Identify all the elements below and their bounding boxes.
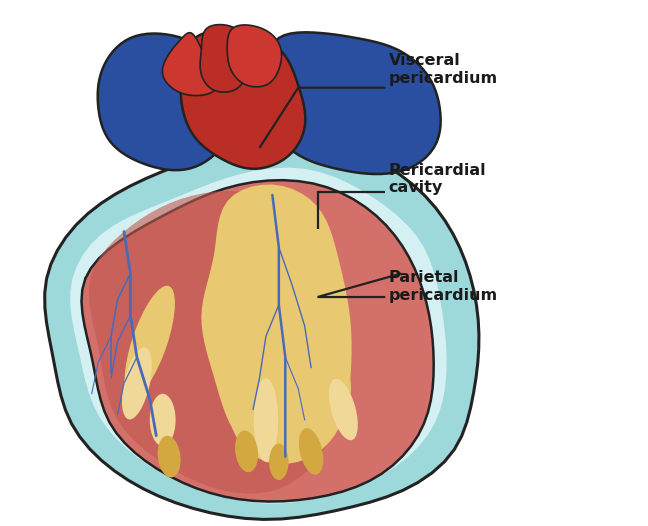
Text: Parietal
pericardium: Parietal pericardium <box>389 270 498 303</box>
Ellipse shape <box>124 286 175 397</box>
Polygon shape <box>264 32 441 174</box>
Ellipse shape <box>122 347 152 419</box>
Ellipse shape <box>275 347 308 440</box>
Ellipse shape <box>253 378 278 462</box>
Ellipse shape <box>157 436 181 478</box>
Polygon shape <box>82 180 434 501</box>
Ellipse shape <box>269 443 288 480</box>
Polygon shape <box>98 34 234 170</box>
Polygon shape <box>89 191 347 493</box>
Ellipse shape <box>329 379 358 440</box>
Text: Pericardial
cavity: Pericardial cavity <box>389 163 486 196</box>
Ellipse shape <box>235 430 258 472</box>
Ellipse shape <box>150 394 176 446</box>
Ellipse shape <box>225 342 256 446</box>
Ellipse shape <box>299 428 323 474</box>
Polygon shape <box>45 141 479 519</box>
Ellipse shape <box>310 311 351 403</box>
Polygon shape <box>227 25 282 87</box>
Polygon shape <box>70 168 446 503</box>
Polygon shape <box>181 31 305 169</box>
Polygon shape <box>202 185 352 464</box>
Polygon shape <box>200 25 248 92</box>
Text: Visceral
pericardium: Visceral pericardium <box>389 53 498 86</box>
Polygon shape <box>163 33 217 96</box>
